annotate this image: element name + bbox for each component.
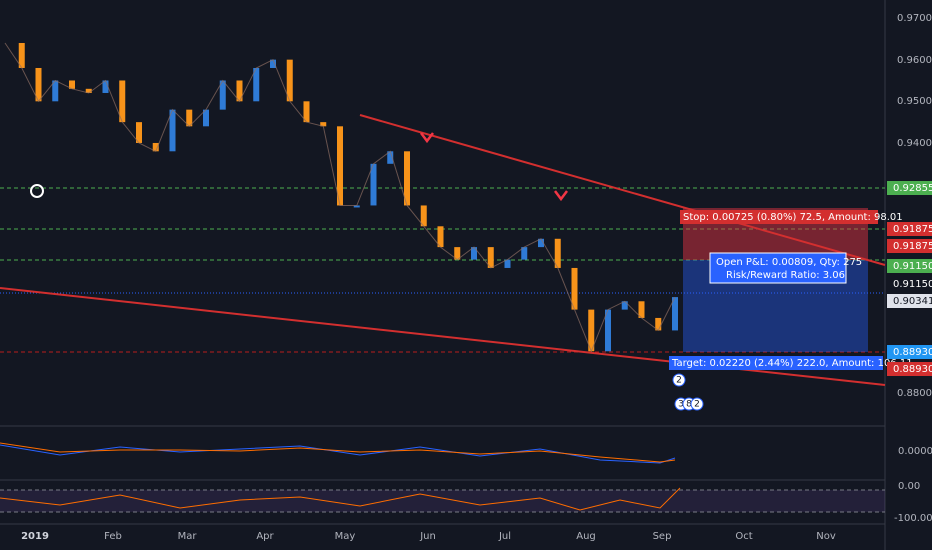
time-label: Aug (576, 531, 596, 542)
candle (136, 122, 142, 143)
price-marker-bg (887, 345, 932, 359)
candle (420, 205, 427, 227)
time-label: Jun (419, 531, 436, 542)
trendline (359, 114, 886, 266)
price-marker: 0.90341 (893, 296, 932, 307)
price-marker: 0.91150 (893, 261, 932, 272)
rsi-line (0, 487, 681, 511)
candle (588, 309, 595, 352)
time-label: Jul (498, 531, 511, 542)
candle (35, 67, 42, 102)
candle (286, 59, 293, 102)
price-marker: 0.92855 (893, 183, 932, 194)
candle (102, 80, 109, 93)
candle (504, 259, 511, 268)
candle (621, 301, 628, 310)
event-badge (672, 373, 686, 387)
candle (303, 101, 310, 123)
candle (52, 80, 59, 102)
time-label: May (335, 531, 356, 542)
candle (270, 59, 276, 68)
candle (353, 205, 360, 208)
time-label: Mar (178, 531, 198, 542)
price-marker-bg (887, 362, 932, 376)
candle (521, 247, 528, 260)
stop-label-bg (680, 210, 878, 224)
event-count: 2 (676, 376, 682, 386)
candle (471, 247, 477, 260)
candle (253, 67, 260, 102)
candle (203, 109, 209, 127)
price-marker: 0.91875 (893, 241, 932, 252)
candle (186, 109, 193, 127)
target-label-bg (669, 356, 883, 370)
candle (320, 122, 327, 127)
candle (487, 247, 494, 268)
time-label: Sep (653, 531, 672, 542)
pnl-label: Open P&L: 0.00809, Qty: 275 (716, 257, 862, 268)
price-marker: 0.91875 (893, 224, 932, 235)
price-path (4, 42, 676, 353)
event-badge (690, 397, 704, 411)
price-marker: 0.91150 (893, 279, 932, 290)
event-count: 8 (686, 400, 692, 410)
price-marker-bg (887, 222, 932, 236)
candle (119, 80, 126, 123)
time-label: 2019 (21, 531, 49, 542)
pnl-box (709, 252, 847, 284)
candle (152, 142, 159, 152)
candle (437, 226, 444, 248)
stop-label: Stop: 0.00725 (0.80%) 72.5, Amount: 98.0… (683, 212, 903, 223)
price-marker: 0.88930 (893, 364, 932, 375)
candle (169, 109, 176, 152)
candle (85, 88, 92, 93)
event-count: 3 (678, 400, 684, 410)
time-label: Apr (256, 531, 274, 542)
candle (655, 317, 662, 331)
rsi-axis-label: -100.00 (894, 513, 932, 524)
circle-marker (30, 184, 44, 198)
ratio-label: Risk/Reward Ratio: 3.06 (726, 270, 845, 281)
candle (69, 80, 75, 89)
time-label: Nov (816, 531, 836, 542)
candle (554, 238, 561, 268)
candle (672, 297, 678, 331)
candle (605, 309, 611, 352)
candle (337, 126, 343, 206)
macd-line (0, 444, 676, 464)
candle (236, 80, 243, 102)
price-marker-bg (887, 239, 932, 253)
rsi-axis-label: 0.00 (898, 481, 920, 492)
price-marker-bg (887, 259, 932, 273)
price-marker: 0.88930 (893, 347, 932, 358)
pane-borders (0, 0, 886, 550)
candle (370, 163, 377, 206)
candle (219, 80, 226, 110)
price-marker-bg (887, 277, 932, 291)
arrow-marker (420, 132, 568, 202)
candle (454, 247, 461, 260)
candle (571, 267, 578, 310)
event-count: 2 (694, 400, 700, 410)
candle (387, 151, 394, 164)
candle (638, 301, 645, 318)
candle (18, 42, 25, 68)
signal-line (0, 442, 676, 463)
rsi-band (0, 490, 885, 512)
target-label: Target: 0.02220 (2.44%) 222.0, Amount: 1… (671, 358, 913, 369)
time-label: Oct (735, 531, 752, 542)
candle (538, 238, 544, 248)
price-marker-bg (887, 181, 932, 195)
time-label: Feb (104, 531, 122, 542)
candle (404, 151, 410, 206)
price-marker-bg (887, 294, 932, 308)
